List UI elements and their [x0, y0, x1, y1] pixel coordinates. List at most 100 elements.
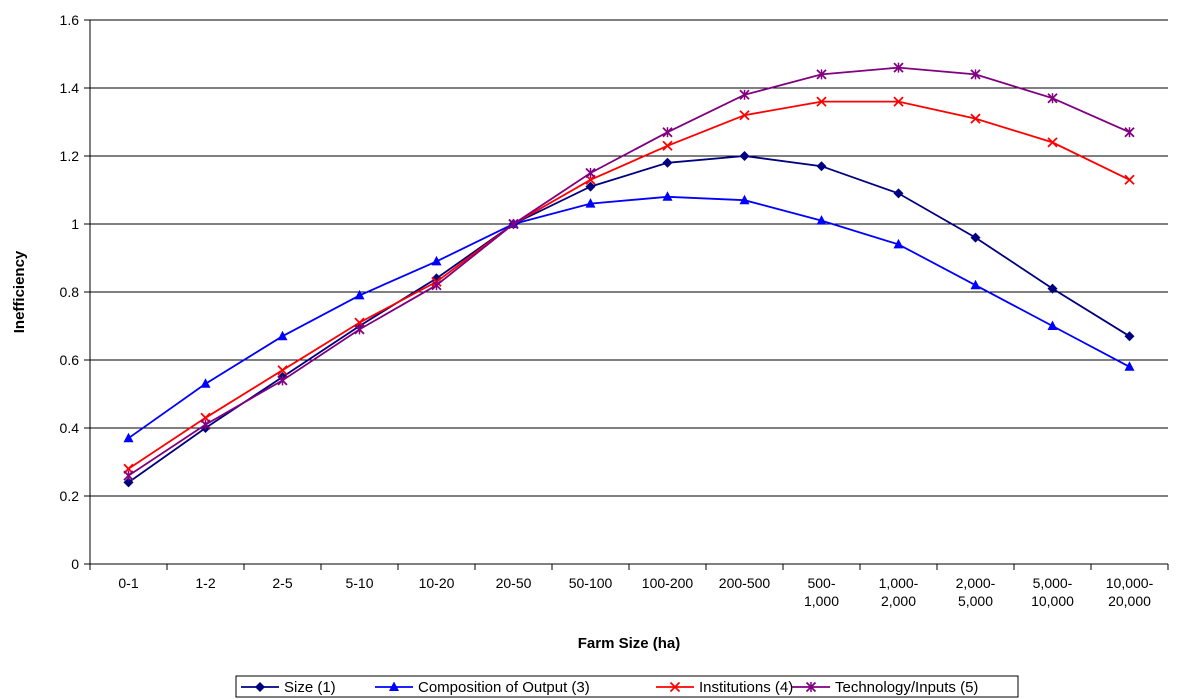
data-point-star [200, 419, 211, 430]
data-point-triangle [354, 289, 365, 300]
x-tick-label: 200-500 [719, 575, 771, 591]
x-tick-label: 10,000 [1031, 593, 1074, 609]
series-2 [123, 191, 1135, 443]
data-point-diamond [1124, 331, 1135, 342]
data-point-diamond [970, 232, 981, 243]
y-axis-title: Inefficiency [11, 250, 28, 333]
data-point-x [1047, 137, 1058, 148]
data-point-diamond [1047, 283, 1058, 294]
data-point-star [893, 62, 904, 73]
data-point-star [805, 681, 817, 693]
x-tick-label: 10-20 [419, 575, 455, 591]
legend-box [235, 675, 1019, 698]
y-tick-label: 0.4 [60, 420, 80, 436]
x-tick-label: 2,000 [881, 593, 916, 609]
x-axis-title: Farm Size (ha) [578, 635, 681, 652]
x-tick-label: 5-10 [345, 575, 373, 591]
data-point-star [1047, 93, 1058, 104]
y-tick-label: 1.2 [60, 148, 80, 164]
data-point-star [431, 280, 442, 291]
data-point-triangle [1124, 361, 1135, 371]
data-point-x [893, 96, 904, 107]
data-point-diamond [585, 181, 596, 192]
y-tick-label: 0.8 [60, 284, 80, 300]
y-tick-label: 1.4 [60, 80, 80, 96]
x-tick-label: 10,000- [1106, 575, 1154, 591]
data-point-star [1124, 127, 1135, 138]
legend-label: Institutions (4) [699, 679, 793, 696]
data-point-triangle [389, 681, 399, 691]
x-tick-label: 100-200 [642, 575, 694, 591]
data-point-x [816, 96, 827, 107]
x-tick-label: 2,000- [956, 575, 996, 591]
data-point-star [970, 69, 981, 80]
axes [84, 19, 1169, 570]
y-tick-labels: 0 0.2 0.4 0.6 0.8 1 1.2 1.4 1.6 [60, 12, 80, 572]
data-point-triangle [816, 215, 827, 225]
gridlines [90, 19, 1168, 497]
series-line [128, 100, 1130, 470]
legend-item: Institutions (4) [656, 679, 793, 696]
x-tick-label: 500- [807, 575, 835, 591]
data-point-triangle [431, 255, 442, 266]
x-tick-label: 0-1 [118, 575, 138, 591]
legend-label: Size (1) [284, 679, 336, 696]
data-point-x [277, 365, 288, 376]
data-point-star [585, 167, 596, 179]
series-3 [123, 96, 1135, 474]
data-point-star [739, 89, 750, 100]
legend-item: Technology/Inputs (5) [792, 679, 978, 696]
data-point-diamond [123, 477, 134, 488]
data-point-triangle [200, 378, 211, 388]
data-point-x [662, 140, 673, 151]
x-tick-label: 1-2 [195, 575, 215, 591]
legend-item: Composition of Output (3) [375, 679, 590, 696]
y-tick-label: 1 [71, 216, 79, 232]
legend-label: Composition of Output (3) [418, 679, 590, 696]
x-tick-labels: 0-1 1-2 2-5 5-10 10-20 20-50 50-100 100-200 200-… [118, 575, 1153, 609]
series-line [127, 155, 1130, 484]
y-tick-label: 1.6 [60, 12, 80, 28]
data-point-diamond [739, 151, 750, 161]
data-point-x [1124, 174, 1135, 185]
data-point-star [277, 375, 288, 386]
data-point-star [123, 470, 134, 481]
data-point-star [354, 324, 365, 335]
data-point-x [739, 110, 750, 121]
data-point-triangle [662, 191, 673, 201]
x-tick-label: 5,000 [958, 593, 993, 609]
x-tick-label: 2-5 [272, 575, 292, 591]
data-point-triangle [893, 238, 904, 249]
data-point-triangle [970, 279, 981, 290]
y-tick-label: 0 [71, 556, 79, 572]
y-tick-label: 0.6 [60, 352, 80, 368]
x-tick-label: 5,000- [1033, 575, 1073, 591]
x-tick-label: 20-50 [496, 575, 532, 591]
data-point-star [816, 69, 827, 80]
data-point-diamond [662, 157, 673, 168]
data-point-star [662, 127, 673, 138]
legend-item: Size (1) [241, 679, 336, 696]
data-point-diamond [255, 682, 265, 692]
series-4 [123, 62, 1135, 481]
data-point-star [508, 218, 519, 230]
x-tick-label: 1,000 [804, 593, 839, 609]
series-line [128, 66, 1130, 477]
data-point-x [970, 113, 981, 124]
data-point-triangle [277, 330, 288, 341]
legend: Size (1) Composition of Output (3) Institu… [235, 675, 1019, 698]
series-group [123, 62, 1135, 488]
data-point-diamond [893, 188, 904, 199]
x-tick-label: 20,000 [1108, 593, 1151, 609]
data-point-triangle [1047, 320, 1058, 330]
legend-label: Technology/Inputs (5) [835, 679, 978, 696]
data-point-triangle [585, 198, 596, 208]
x-tick-label: 1,000- [879, 575, 919, 591]
series-line [127, 195, 1130, 439]
data-point-triangle [123, 432, 134, 443]
x-tick-label: 50-100 [569, 575, 613, 591]
data-point-x [669, 681, 681, 693]
data-point-diamond [816, 161, 827, 172]
y-tick-label: 0.2 [60, 488, 80, 504]
